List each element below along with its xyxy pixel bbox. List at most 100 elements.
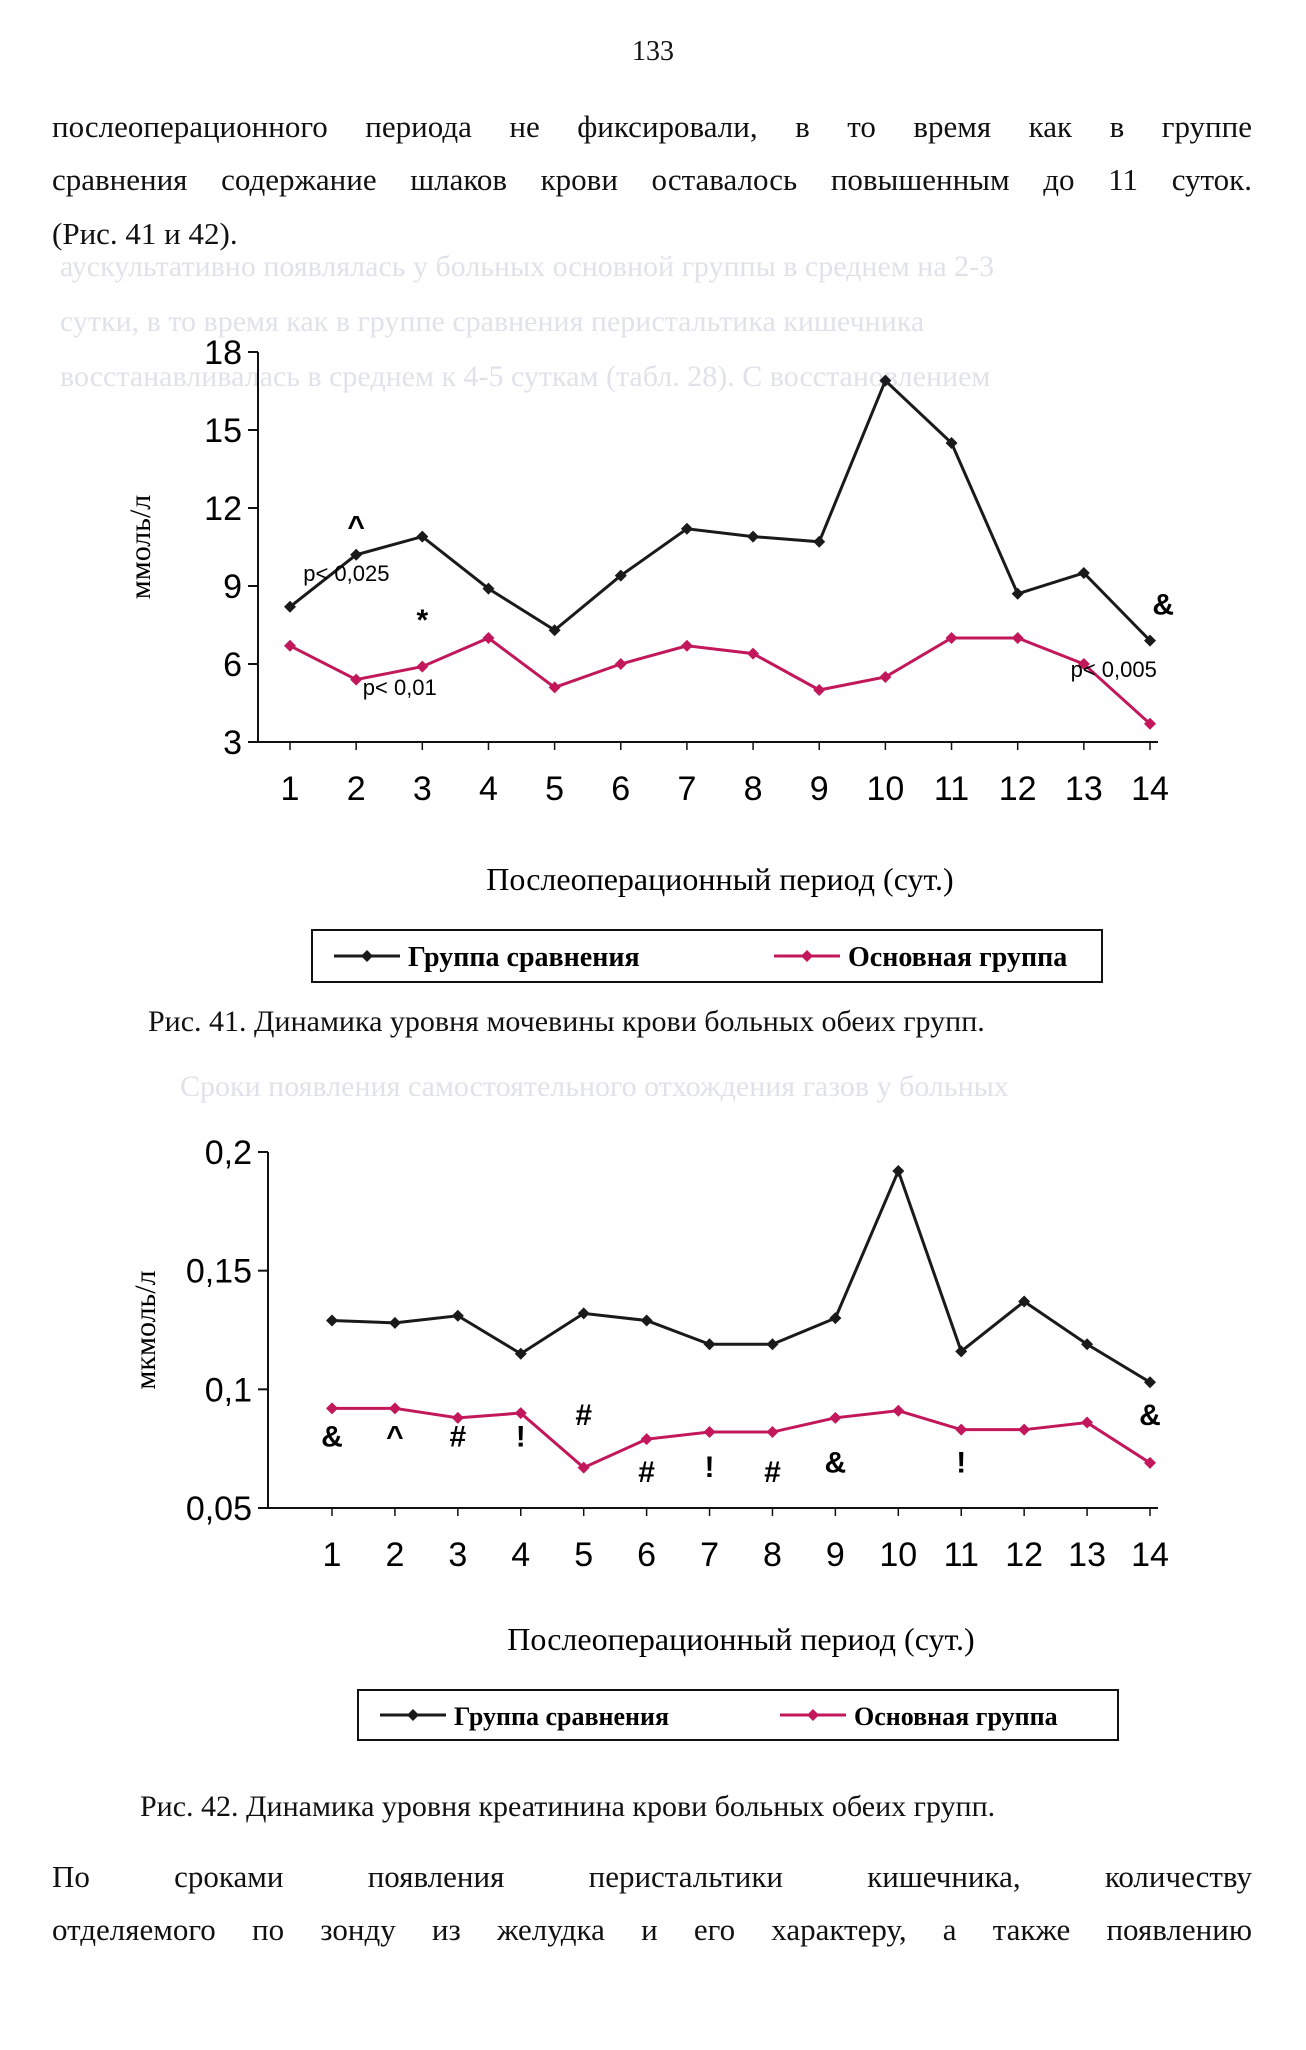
y-tick-label: 0,2 [205, 1134, 252, 1172]
data-point [703, 1426, 716, 1439]
x-tick-label: 7 [677, 770, 696, 808]
text-line: послеоперационного периода не фиксировал… [52, 109, 1252, 144]
data-point [829, 1411, 842, 1424]
legend-box [357, 1689, 1119, 1741]
data-point [577, 1307, 590, 1320]
bleed-through: Сроки появления самостоятельного отхожде… [180, 1070, 1009, 1103]
chart-creatinine: 0,20,150,10,051 2 3 4 5 6 7 8 9 10 11 12 13 14мкмоль/… [129, 1134, 1169, 1741]
y-tick-label: 9 [223, 568, 242, 606]
data-point [1018, 1423, 1031, 1436]
text-line: По сроками появления перистальтики кишеч… [52, 1859, 1252, 1894]
data-point [1081, 1338, 1094, 1351]
x-tick-label: 13 [1065, 770, 1103, 808]
data-point [548, 681, 561, 694]
x-tick-label: 3 [413, 770, 432, 808]
x-tick-label: 2 [347, 770, 366, 808]
data-point [1011, 632, 1024, 644]
data-point [879, 374, 892, 387]
data-point [813, 684, 826, 696]
annotation: # [638, 1456, 655, 1489]
data-point [680, 522, 693, 535]
data-point [388, 1402, 401, 1415]
x-tick-label: 7 [700, 1536, 719, 1574]
y-axis-label: ммоль/л [124, 495, 157, 600]
x-tick-label: 14 [1131, 770, 1169, 808]
annotation: p< 0,01 [363, 675, 437, 700]
data-point [1011, 587, 1024, 600]
y-tick-label: 0,1 [205, 1371, 252, 1409]
series-line [289, 378, 1152, 642]
legend-label: Основная группа [848, 942, 1067, 973]
annotation: ! [705, 1451, 715, 1484]
data-point [879, 671, 892, 683]
data-point [955, 1345, 968, 1358]
data-point [1077, 567, 1090, 579]
legend-label: Группа сравнения [454, 1702, 669, 1731]
legend-box [311, 929, 1103, 983]
y-tick-label: 0,15 [186, 1253, 252, 1291]
data-point [1081, 1416, 1094, 1429]
x-axis-title: Послеоперационный период (сут.) [486, 861, 953, 897]
series-line [332, 1406, 1151, 1470]
data-point [892, 1164, 905, 1177]
outro-paragraph: По сроками появления перистальтики кишеч… [52, 1850, 1252, 1957]
data-point [326, 1314, 338, 1327]
data-point [284, 639, 296, 652]
x-tick-label: 9 [826, 1536, 845, 1574]
data-point [1018, 1295, 1031, 1308]
data-point [614, 569, 627, 582]
data-point [416, 660, 429, 673]
annotation: ^ [347, 511, 365, 544]
caption-fig42: Рис. 42. Динамика уровня креатинина кров… [140, 1790, 996, 1823]
x-tick-label: 13 [1068, 1536, 1106, 1574]
data-point [813, 535, 826, 548]
legend-marker [407, 1709, 419, 1721]
y-tick-label: 12 [204, 490, 242, 528]
annotation: # [764, 1456, 781, 1489]
data-point [350, 548, 363, 561]
data-point [766, 1338, 779, 1351]
data-point [640, 1314, 653, 1327]
annotation: & [1139, 1399, 1161, 1432]
legend-marker [807, 1709, 819, 1721]
x-tick-label: 4 [479, 770, 498, 808]
data-point [451, 1411, 464, 1424]
x-tick-label: 6 [637, 1536, 656, 1574]
annotation: # [575, 1399, 592, 1432]
data-point [388, 1316, 401, 1329]
data-point [766, 1426, 779, 1439]
data-point [955, 1423, 968, 1436]
x-tick-label: 1 [323, 1536, 342, 1574]
x-tick-label: 11 [934, 770, 969, 808]
x-tick-label: 11 [944, 1536, 979, 1574]
data-point [514, 1407, 527, 1420]
data-point [747, 530, 760, 543]
data-point [350, 673, 363, 686]
bleed-through: аускультативно появлялась у больных осно… [60, 250, 995, 283]
data-point [640, 1433, 653, 1446]
y-axis-label: мкмоль/л [129, 1270, 162, 1389]
legend-marker [801, 950, 813, 962]
text-line: сравнения содержание шлаков крови остава… [52, 162, 1252, 198]
x-tick-label: 1 [281, 770, 300, 808]
data-point [548, 624, 561, 637]
data-point [1077, 658, 1090, 670]
data-point [416, 530, 429, 543]
annotation: & [321, 1420, 343, 1453]
intro-paragraph: послеоперационного периода не фиксировал… [52, 100, 1252, 260]
data-point [577, 1461, 590, 1474]
bleed-through: восстанавливалась в среднем к 4-5 суткам… [60, 360, 991, 393]
y-tick-label: 0,05 [186, 1490, 252, 1528]
x-tick-label: 3 [448, 1536, 467, 1574]
data-point [945, 632, 958, 644]
annotation: & [1152, 589, 1174, 622]
data-point [482, 632, 495, 644]
x-tick-label: 14 [1131, 1536, 1169, 1574]
series-line [331, 1166, 1151, 1384]
x-tick-label: 10 [879, 1536, 917, 1574]
x-tick-label: 4 [511, 1536, 530, 1574]
y-tick-label: 3 [223, 724, 242, 762]
legend-marker [361, 950, 373, 962]
data-point [680, 639, 693, 652]
annotation: * [416, 604, 428, 637]
